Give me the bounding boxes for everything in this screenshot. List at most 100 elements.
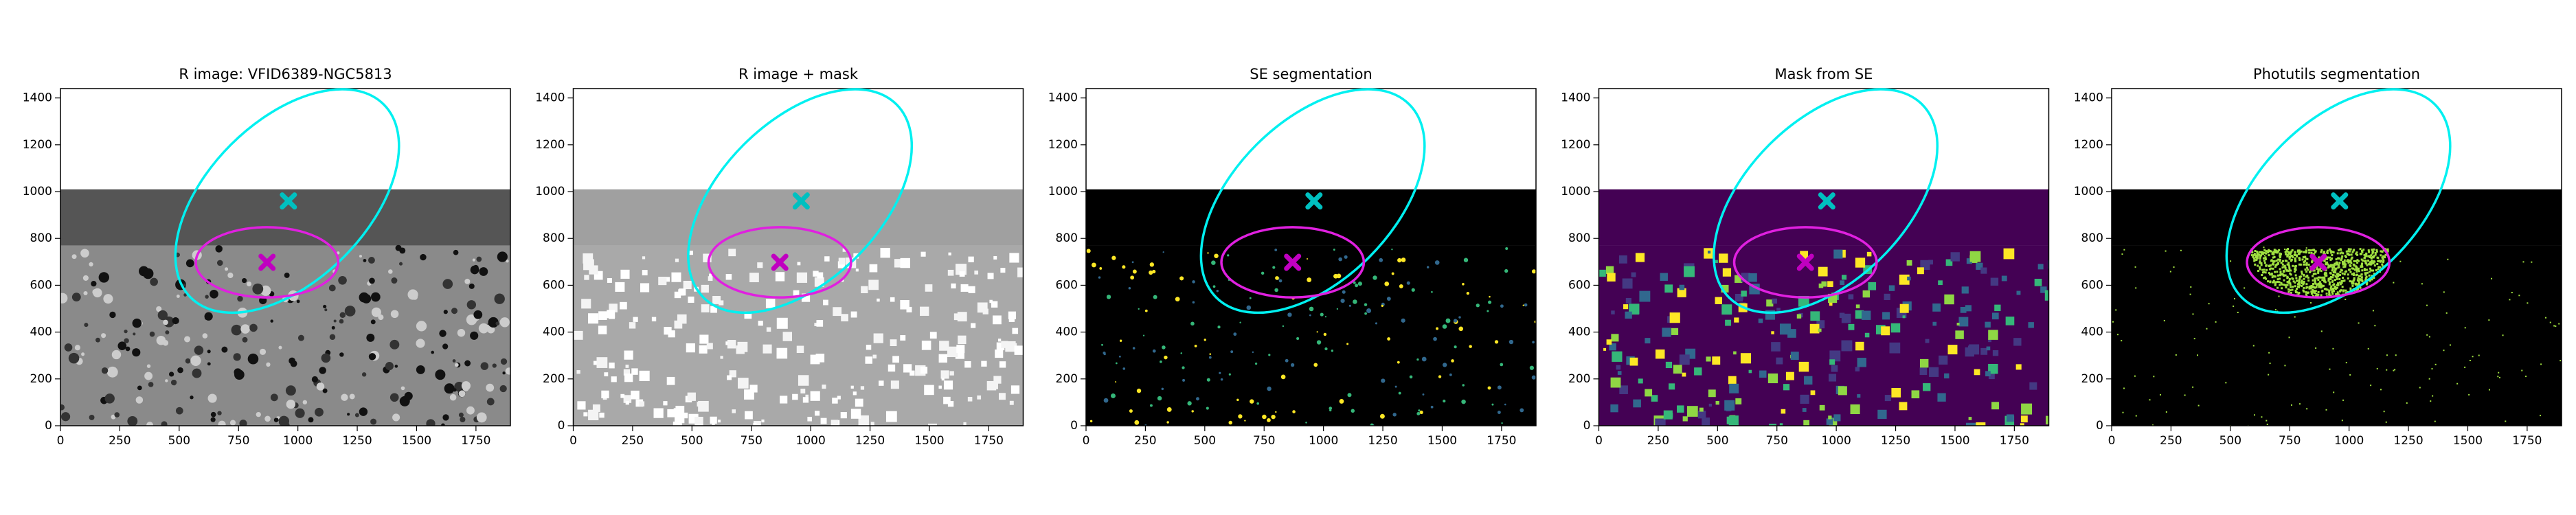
image-texture: [1275, 276, 1279, 280]
image-texture: [2317, 271, 2320, 274]
image-texture: [2331, 266, 2334, 268]
image-texture: [2456, 382, 2459, 385]
image-texture: [2307, 263, 2310, 266]
image-texture: [124, 338, 129, 343]
image-texture: [2263, 251, 2266, 254]
image-texture: [2331, 276, 2334, 279]
image-texture: [688, 296, 694, 303]
image-texture: [146, 364, 151, 368]
image-texture: [1190, 321, 1195, 326]
image-texture: [2286, 275, 2289, 278]
image-texture: [1629, 357, 1638, 366]
image-texture: [2431, 368, 2433, 370]
image-texture: [2197, 354, 2199, 356]
image-texture: [766, 327, 771, 332]
image-texture: [2279, 258, 2281, 261]
image: [573, 89, 1024, 426]
image-texture: [762, 344, 772, 354]
image-texture: [1960, 306, 1967, 313]
image-texture: [2305, 283, 2308, 286]
image-texture: [1324, 347, 1328, 351]
image-texture: [1272, 266, 1276, 269]
image-texture: [993, 255, 997, 260]
image-texture: [2312, 269, 2315, 272]
image-texture: [2468, 393, 2470, 396]
image-texture: [2037, 264, 2044, 270]
image-texture: [2370, 262, 2373, 265]
image-texture: [2356, 253, 2359, 256]
image-texture: [473, 310, 483, 319]
image-texture: [1976, 422, 1986, 426]
center-marker: [792, 192, 810, 210]
image-texture: [1612, 351, 1623, 362]
image-texture: [2522, 261, 2524, 263]
image-texture: [2305, 251, 2307, 253]
image-texture: [1712, 356, 1721, 365]
image-texture: [2341, 272, 2344, 275]
image-texture: [1529, 365, 1535, 370]
image-texture: [2288, 336, 2290, 339]
image-texture: [2264, 258, 2267, 261]
image-texture: [499, 317, 510, 328]
image-texture: [2259, 262, 2261, 264]
image-texture: [2540, 415, 2542, 417]
image-texture: [2303, 261, 2305, 264]
image-texture: [2273, 249, 2276, 251]
image-texture: [480, 362, 489, 370]
image-texture: [2284, 251, 2287, 253]
image-texture: [185, 358, 191, 364]
image-texture: [315, 407, 324, 417]
image-texture: [2287, 290, 2290, 293]
image-texture: [92, 288, 99, 295]
image-texture: [2293, 253, 2296, 256]
image-texture: [1280, 374, 1286, 380]
image-texture: [2270, 250, 2272, 253]
image-texture: [2314, 279, 2316, 282]
image-texture: [2294, 266, 2297, 269]
image-texture: [2274, 264, 2277, 266]
image-texture: [2359, 275, 2362, 277]
image-texture: [2117, 334, 2119, 336]
image-texture: [2286, 255, 2289, 258]
image-texture: [1818, 328, 1822, 332]
image-texture: [1230, 350, 1234, 354]
image-texture: [1829, 302, 1833, 306]
aperture-ellipse: [1732, 226, 1878, 299]
image-texture: [2366, 264, 2369, 266]
x-tick-label: 1000: [2334, 434, 2364, 448]
image-texture: [2165, 411, 2167, 413]
image-texture: [2304, 268, 2307, 271]
image-texture: [1324, 316, 1327, 318]
image-texture: [732, 409, 736, 413]
image-texture: [967, 397, 973, 402]
image-texture: [623, 369, 631, 376]
image-texture: [1208, 356, 1212, 359]
image-texture: [609, 363, 615, 369]
image-texture: [2371, 259, 2373, 262]
image-texture: [2317, 268, 2320, 271]
image-texture: [1491, 403, 1494, 406]
image-texture: [2323, 279, 2326, 282]
image-texture: [339, 352, 344, 357]
image-texture: [2351, 282, 2354, 284]
image-texture: [2373, 262, 2375, 264]
image-texture: [2331, 280, 2334, 283]
image-texture: [359, 292, 370, 303]
image-texture: [2256, 256, 2259, 259]
image-texture: [1103, 398, 1109, 403]
image-texture: [1994, 304, 2001, 311]
image-texture: [2356, 283, 2359, 286]
image-texture: [1956, 323, 1960, 326]
image-texture: [177, 367, 183, 374]
image-texture: [278, 345, 282, 350]
image-texture: [1401, 318, 1405, 323]
image-texture: [2334, 262, 2336, 265]
x-tick-label: 500: [1194, 434, 1216, 448]
image-texture: [1227, 254, 1230, 257]
image-texture: [2015, 364, 2022, 370]
image-texture: [2363, 257, 2366, 260]
image-texture: [172, 317, 179, 325]
image-texture: [2345, 250, 2348, 253]
image-texture: [2346, 260, 2349, 263]
image-texture: [1729, 383, 1739, 393]
